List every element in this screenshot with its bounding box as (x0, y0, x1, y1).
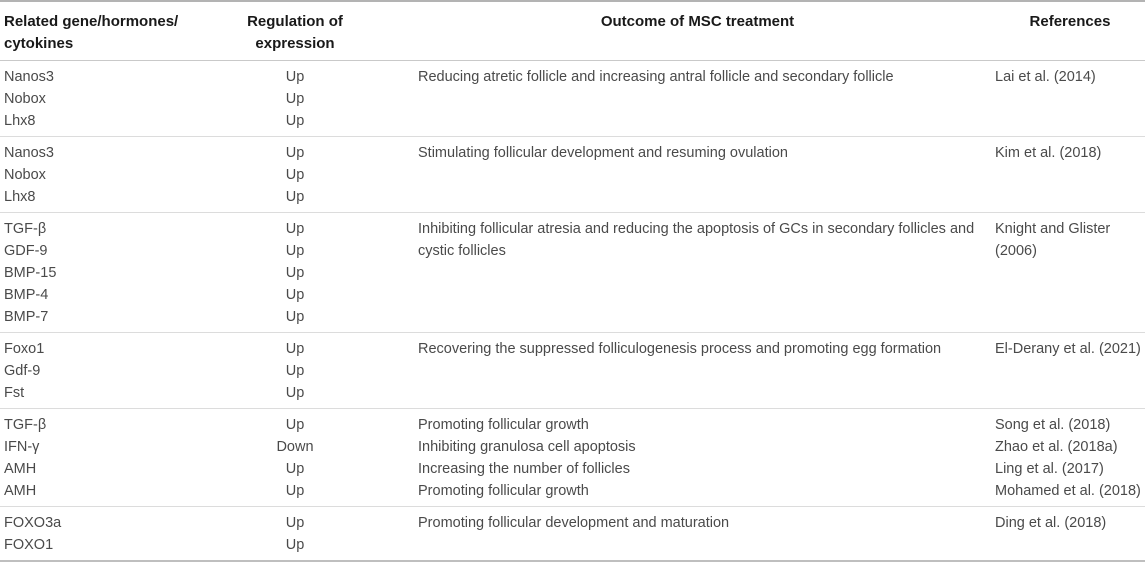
gene-name: FOXO3a (4, 515, 62, 531)
genes-cell: Nanos3 Nobox Lhx8 (0, 60, 240, 137)
reference-text: Ding et al. (2018) (995, 515, 1107, 531)
table-row: Nanos3 Nobox Lhx8 Up Up Up Stimulating follicu… (0, 136, 1145, 213)
genes-cell: Foxo1 Gdf-9 Fst (0, 332, 240, 409)
outcomes-cell: Recovering the suppressed folliculogenes… (350, 332, 985, 409)
gene-name: BMP-4 (4, 287, 49, 303)
header-genes: Related gene/hormones/ cytokines (0, 1, 240, 61)
gene-name: Foxo1 (4, 341, 45, 357)
gene-name: FOXO1 (4, 537, 54, 553)
regulation-cell: Up Up Up (240, 332, 350, 409)
table-header: Related gene/hormones/ cytokines Regulat… (0, 1, 1145, 61)
outcome-text: Stimulating follicular development and r… (418, 145, 788, 161)
outcomes-cell: Stimulating follicular development and r… (350, 136, 985, 213)
references-cell: Kim et al. (2018) (985, 136, 1145, 213)
table-row: TGF-β IFN-γ AMH AMH Up Down Up Up Promoting foll… (0, 408, 1145, 507)
outcome-text: Inhibiting granulosa cell apoptosis (418, 439, 636, 455)
regulation-value: Down (276, 439, 314, 455)
reference-text: Knight and Glister (2006) (995, 221, 1111, 259)
gene-name: AMH (4, 461, 37, 477)
regulation-value: Up (285, 483, 305, 499)
outcomes-cell: Promoting follicular growth Inhibiting gr… (350, 408, 985, 507)
gene-name: IFN-γ (4, 439, 40, 455)
references-cell: Lai et al. (2014) (985, 60, 1145, 137)
header-outcome: Outcome of MSC treatment (350, 1, 985, 61)
outcome-text: Reducing atretic follicle and increasing… (418, 69, 894, 85)
regulation-value: Up (285, 265, 305, 281)
header-row: Related gene/hormones/ cytokines Regulat… (0, 1, 1145, 61)
references-cell: Song et al. (2018) Zhao et al. (2018a) Lin… (985, 408, 1145, 507)
references-cell: Knight and Glister (2006) (985, 212, 1145, 333)
regulation-cell: Up Up Up (240, 136, 350, 213)
regulation-value: Up (285, 69, 305, 85)
reference-text: Kim et al. (2018) (995, 145, 1102, 161)
reference-text: Song et al. (2018) (995, 417, 1111, 433)
gene-name: Lhx8 (4, 189, 36, 205)
regulation-value: Up (285, 91, 305, 107)
reference-text: Ling et al. (2017) (995, 461, 1104, 477)
genes-cell: Nanos3 Nobox Lhx8 (0, 136, 240, 213)
regulation-value: Up (285, 221, 305, 237)
outcome-text: Promoting follicular development and mat… (418, 515, 730, 531)
regulation-value: Up (285, 417, 305, 433)
outcomes-cell: Reducing atretic follicle and increasing… (350, 60, 985, 137)
outcome-text: Promoting follicular growth (418, 483, 589, 499)
regulation-value: Up (285, 243, 305, 259)
regulation-cell: Up Up Up (240, 60, 350, 137)
gene-name: AMH (4, 483, 37, 499)
references-cell: Ding et al. (2018) (985, 507, 1145, 562)
regulation-value: Up (285, 461, 305, 477)
header-regulation: Regulation of expression (240, 1, 350, 61)
gene-name: Nobox (4, 167, 46, 183)
regulation-value: Up (285, 287, 305, 303)
genes-cell: FOXO3a FOXO1 (0, 507, 240, 562)
reference-text: Zhao et al. (2018a) (995, 439, 1118, 455)
gene-name: TGF-β (4, 417, 47, 433)
regulation-value: Up (285, 167, 305, 183)
gene-name: Lhx8 (4, 113, 36, 129)
genes-cell: TGF-β IFN-γ AMH AMH (0, 408, 240, 507)
outcome-text: Inhibiting follicular atresia and reduci… (418, 221, 975, 259)
reference-text: El-Derany et al. (2021) (995, 341, 1141, 357)
outcome-text: Recovering the suppressed folliculogenes… (418, 341, 942, 357)
reference-text: Mohamed et al. (2018) (995, 483, 1141, 499)
regulation-value: Up (285, 341, 305, 357)
gene-name: Nanos3 (4, 69, 54, 85)
regulation-cell: Up Up (240, 507, 350, 562)
regulation-value: Up (285, 515, 305, 531)
gene-name: Nobox (4, 91, 46, 107)
outcome-text: Promoting follicular growth (418, 417, 589, 433)
table-row: Foxo1 Gdf-9 Fst Up Up Up Recovering the suppre… (0, 332, 1145, 409)
outcomes-cell: Inhibiting follicular atresia and reduci… (350, 212, 985, 333)
gene-name: BMP-15 (4, 265, 57, 281)
regulation-value: Up (285, 363, 305, 379)
table-body: Nanos3 Nobox Lhx8 Up Up Up Reducing atretic fo… (0, 60, 1145, 562)
references-cell: El-Derany et al. (2021) (985, 332, 1145, 409)
table-row: FOXO3a FOXO1 Up Up Promoting follicular deve… (0, 507, 1145, 562)
outcome-text: Increasing the number of follicles (418, 461, 630, 477)
regulation-value: Up (285, 385, 305, 401)
gene-name: Gdf-9 (4, 363, 41, 379)
header-references: References (985, 1, 1145, 61)
outcomes-cell: Promoting follicular development and mat… (350, 507, 985, 562)
table-row: Nanos3 Nobox Lhx8 Up Up Up Reducing atretic fo… (0, 60, 1145, 137)
regulation-value: Up (285, 113, 305, 129)
gene-name: GDF-9 (4, 243, 48, 259)
regulation-value: Up (285, 309, 305, 325)
gene-name: Nanos3 (4, 145, 54, 161)
regulation-value: Up (285, 145, 305, 161)
reference-text: Lai et al. (2014) (995, 69, 1096, 85)
table-row: TGF-β GDF-9 BMP-15 BMP-4 BMP-7 Up Up Up Up Up Inhi… (0, 212, 1145, 333)
genes-cell: TGF-β GDF-9 BMP-15 BMP-4 BMP-7 (0, 212, 240, 333)
regulation-value: Up (285, 537, 305, 553)
gene-name: BMP-7 (4, 309, 49, 325)
gene-name: Fst (4, 385, 25, 401)
regulation-cell: Up Down Up Up (240, 408, 350, 507)
regulation-cell: Up Up Up Up Up (240, 212, 350, 333)
gene-name: TGF-β (4, 221, 47, 237)
regulation-value: Up (285, 189, 305, 205)
